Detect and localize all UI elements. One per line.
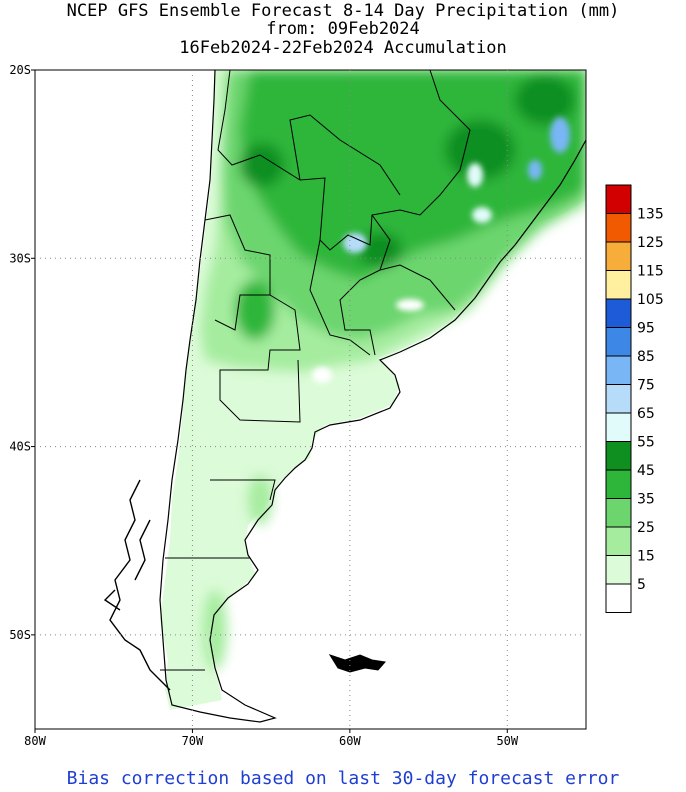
green-45-spot-2 bbox=[445, 120, 515, 180]
green-45-spot-3 bbox=[358, 232, 402, 268]
legend-label: 75 bbox=[637, 378, 655, 394]
legend-swatch bbox=[605, 469, 632, 499]
lon-tick-label: 70W bbox=[182, 734, 204, 748]
lat-tick-label: 50S bbox=[9, 628, 31, 642]
map-border bbox=[34, 69, 587, 730]
legend-swatch bbox=[605, 384, 632, 414]
legend-label: 55 bbox=[637, 435, 655, 451]
title-line-3: 16Feb2024-22Feb2024 Accumulation bbox=[179, 38, 507, 58]
title-line-2: from: 09Feb2024 bbox=[266, 19, 420, 39]
green-45-spot-1 bbox=[240, 143, 284, 187]
green-45-spot-4 bbox=[515, 75, 575, 125]
legend-swatch bbox=[605, 412, 632, 442]
axis-ticks: 20S 30S 40S 50S 80W 70W 60W 50W bbox=[9, 63, 519, 748]
legend-swatch bbox=[605, 213, 632, 243]
color-legend: 135 125 115 105 95 85 75 65 55 45 35 25 15 5 bbox=[605, 184, 664, 613]
light-blue-spot-3 bbox=[467, 163, 483, 187]
legend-swatch bbox=[605, 555, 632, 585]
light-blue-spot-4 bbox=[550, 117, 570, 153]
lon-tick-label: 60W bbox=[339, 734, 361, 748]
legend-label: 15 bbox=[637, 549, 655, 565]
legend-label: 125 bbox=[637, 235, 664, 251]
legend-label: 5 bbox=[637, 577, 646, 593]
lat-tick-label: 30S bbox=[9, 251, 31, 265]
lat-tick-label: 40S bbox=[9, 440, 31, 454]
legend-swatch bbox=[605, 184, 632, 214]
legend-label: 35 bbox=[637, 492, 655, 508]
legend-label: 95 bbox=[637, 321, 655, 337]
lon-tick-label: 50W bbox=[496, 734, 518, 748]
green-15-patagonia bbox=[203, 590, 227, 670]
light-blue-spot-1 bbox=[343, 233, 367, 253]
legend-label: 115 bbox=[637, 264, 664, 280]
legend-label: 65 bbox=[637, 406, 655, 422]
chile-fjords bbox=[103, 479, 171, 691]
legend-swatch bbox=[605, 583, 632, 613]
green-25-south bbox=[248, 475, 272, 525]
legend-swatch bbox=[605, 270, 632, 300]
green-35-spot-1 bbox=[235, 280, 275, 340]
legend-swatch bbox=[605, 526, 632, 556]
light-blue-spot-5 bbox=[528, 160, 542, 180]
gridlines bbox=[35, 70, 586, 729]
legend-swatch bbox=[605, 327, 632, 357]
legend-label: 45 bbox=[637, 463, 655, 479]
legend-swatch bbox=[605, 498, 632, 528]
legend-swatch bbox=[605, 355, 632, 385]
legend-swatch bbox=[605, 298, 632, 328]
lon-tick-label: 80W bbox=[24, 734, 46, 748]
legend-label: 135 bbox=[637, 207, 664, 223]
coastline bbox=[159, 70, 586, 723]
light-blue-spot-2 bbox=[472, 207, 492, 223]
bias-correction-note: Bias correction based on last 30-day for… bbox=[66, 768, 620, 789]
white-spot-1 bbox=[396, 299, 424, 311]
legend-swatch bbox=[605, 441, 632, 471]
white-spot-2 bbox=[312, 367, 332, 383]
legend-label: 25 bbox=[637, 520, 655, 536]
legend-swatch bbox=[605, 241, 632, 271]
legend-label: 105 bbox=[637, 292, 664, 308]
title-line-1: NCEP GFS Ensemble Forecast 8-14 Day Prec… bbox=[66, 1, 620, 21]
green-35-band-north bbox=[240, 70, 586, 280]
falkland-islands bbox=[328, 654, 386, 673]
lat-tick-label: 20S bbox=[9, 63, 31, 77]
borders bbox=[160, 70, 471, 671]
legend-label: 85 bbox=[637, 349, 655, 365]
precipitation-field bbox=[103, 70, 586, 723]
